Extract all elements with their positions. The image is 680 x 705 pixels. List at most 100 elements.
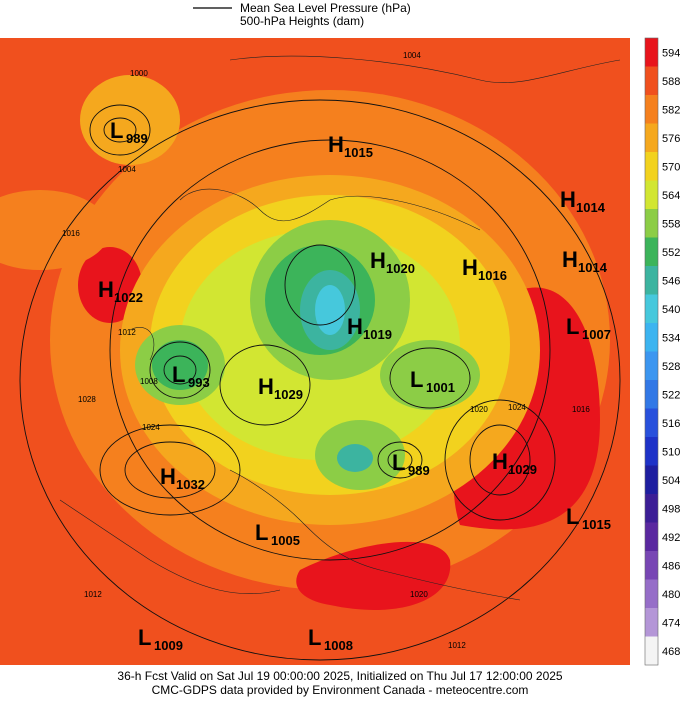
- colorbar-swatch: [645, 465, 658, 495]
- colorbar-tick-label: 564: [662, 190, 680, 202]
- isobar-label: 1016: [62, 229, 80, 238]
- colorbar-swatch: [645, 351, 658, 381]
- isobar-label: 1008: [140, 377, 158, 386]
- colorbar-tick-label: 534: [662, 332, 680, 344]
- colorbar-tick-label: 576: [662, 133, 680, 145]
- center-letter: L: [566, 504, 579, 529]
- center-letter: H: [370, 248, 386, 273]
- center-pressure: 1015: [582, 517, 611, 532]
- center-letter: H: [160, 464, 176, 489]
- isobar-label: 1012: [118, 328, 136, 337]
- center-letter: H: [328, 132, 344, 157]
- colorbar-tick-label: 474: [662, 617, 680, 629]
- center-letter: L: [410, 367, 423, 392]
- footer-line-1: 36-h Fcst Valid on Sat Jul 19 00:00:00 2…: [117, 669, 563, 683]
- center-pressure: 993: [188, 375, 210, 390]
- center-pressure: 1029: [274, 387, 303, 402]
- colorbar-tick-label: 468: [662, 646, 680, 658]
- colorbar-swatch: [645, 237, 658, 267]
- colorbar-frame: [644, 37, 659, 666]
- isobar-label: 1000: [130, 69, 148, 78]
- center-pressure: 1001: [426, 380, 455, 395]
- center-letter: L: [110, 118, 123, 143]
- center-letter: L: [566, 314, 579, 339]
- center-letter: H: [562, 247, 578, 272]
- isobar-label: 1016: [572, 405, 590, 414]
- colorbar-swatch: [645, 551, 658, 580]
- colorbar-tick-label: 558: [662, 218, 680, 230]
- colorbar-swatch: [645, 209, 658, 238]
- center-pressure: 1016: [478, 268, 507, 283]
- center-pressure: 1009: [154, 638, 183, 653]
- center-pressure: 1019: [363, 327, 392, 342]
- colorbar-swatch: [645, 66, 658, 96]
- colorbar: 594 588 582 576 570 564 558 552 546 540 534 528 522 5…: [644, 37, 680, 666]
- center-letter: L: [172, 362, 185, 387]
- colorbar-swatch: [645, 608, 658, 637]
- center-pressure: 1005: [271, 533, 300, 548]
- colorbar-tick-label: 522: [662, 389, 680, 401]
- center-pressure: 1007: [582, 327, 611, 342]
- colorbar-swatch: [645, 437, 658, 466]
- center-letter: L: [308, 625, 321, 650]
- colorbar-tick-label: 582: [662, 104, 680, 116]
- center-pressure: 989: [126, 131, 148, 146]
- center-letter: H: [258, 374, 274, 399]
- footer-line-2: CMC-GDPS data provided by Environment Ca…: [152, 683, 529, 697]
- isobar-label: 1020: [470, 405, 488, 414]
- center-pressure: 1022: [114, 290, 143, 305]
- colorbar-tick-label: 516: [662, 418, 680, 430]
- center-letter: L: [392, 450, 405, 475]
- colorbar-tick-label: 492: [662, 532, 680, 544]
- colorbar-swatch: [645, 38, 658, 67]
- colorbar-tick-label: 480: [662, 589, 680, 601]
- colorbar-swatch: [645, 579, 658, 609]
- center-pressure: 1032: [176, 477, 205, 492]
- colorbar-swatch: [645, 522, 658, 552]
- colorbar-tick-label: 498: [662, 503, 680, 515]
- colorbar-tick-label: 528: [662, 361, 680, 373]
- isobar-label: 1024: [142, 423, 160, 432]
- center-letter: H: [98, 277, 114, 302]
- colorbar-swatch: [645, 180, 658, 210]
- colorbar-tick-label: 552: [662, 247, 680, 259]
- center-letter: H: [492, 449, 508, 474]
- isobar-label: 1012: [84, 590, 102, 599]
- colorbar-tick-label: 546: [662, 275, 680, 287]
- center-letter: H: [560, 187, 576, 212]
- center-letter: L: [138, 625, 151, 650]
- colorbar-swatch: [645, 494, 658, 523]
- colorbar-tick-label: 588: [662, 76, 680, 88]
- center-letter: H: [347, 314, 363, 339]
- colorbar-tick-label: 540: [662, 304, 680, 316]
- center-pressure: 1014: [576, 200, 606, 215]
- center-pressure: 1008: [324, 638, 353, 653]
- colorbar-swatch: [645, 123, 658, 153]
- center-letter: H: [462, 255, 478, 280]
- colorbar-tick-label: 504: [662, 475, 680, 487]
- legend-line-label: Mean Sea Level Pressure (hPa): [240, 1, 411, 15]
- colorbar-swatch: [645, 95, 658, 124]
- colorbar-swatch: [645, 636, 658, 666]
- center-pressure: 989: [408, 463, 430, 478]
- center-pressure: 1014: [578, 260, 608, 275]
- colorbar-swatch: [645, 266, 658, 295]
- center-pressure: 1020: [386, 261, 415, 276]
- colorbar-tick-label: 486: [662, 560, 680, 572]
- colorbar-tick-label: 510: [662, 446, 680, 458]
- colorbar-swatch: [645, 408, 658, 438]
- isobar-label: 1004: [118, 165, 136, 174]
- colorbar-swatch: [645, 294, 658, 324]
- isobar-label: 1020: [410, 590, 428, 599]
- legend-fill-label: 500-hPa Heights (dam): [240, 14, 364, 28]
- map-area: [0, 38, 630, 665]
- isobar-label: 1024: [508, 403, 526, 412]
- colorbar-swatch: [645, 323, 658, 352]
- isobar-label: 1028: [78, 395, 96, 404]
- center-pressure: 1015: [344, 145, 373, 160]
- center-letter: L: [255, 520, 268, 545]
- colorbar-tick-label: 570: [662, 161, 680, 173]
- isobar-label: 1004: [403, 51, 421, 60]
